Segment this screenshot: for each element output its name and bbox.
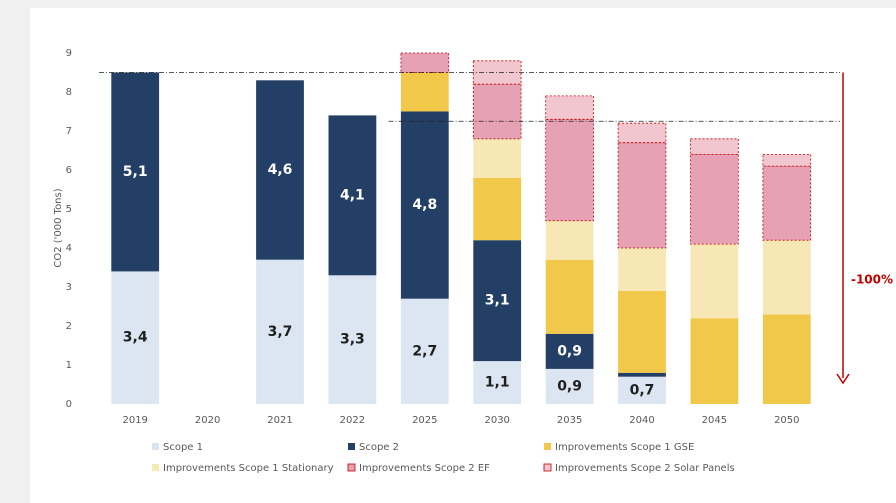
x-tick-label: 2035 xyxy=(557,415,582,426)
legend-label: Improvements Scope 1 Stationary xyxy=(163,463,334,474)
value-label: 0,7 xyxy=(630,382,655,398)
bar-segment xyxy=(473,177,522,241)
value-label: 5,1 xyxy=(123,164,148,180)
bar-segment xyxy=(545,368,594,404)
bar-segment xyxy=(111,72,160,272)
x-tick-label: 2019 xyxy=(122,415,147,426)
bar-segment xyxy=(618,372,666,377)
y-tick-label: 3 xyxy=(66,282,72,293)
bar-segment xyxy=(545,259,594,334)
bar-segment xyxy=(472,60,522,85)
bar-segment xyxy=(328,275,377,404)
y-tick-label: 0 xyxy=(66,399,72,410)
x-tick-label: 2045 xyxy=(702,415,727,426)
y-tick-label: 9 xyxy=(66,48,72,59)
value-label: 4,6 xyxy=(268,162,293,178)
legend-swatch xyxy=(544,443,551,450)
bar-segment xyxy=(256,259,304,404)
x-tick-label: 2050 xyxy=(774,415,799,426)
legend-label: Scope 2 xyxy=(359,442,399,453)
value-label: 2,7 xyxy=(412,343,437,359)
bar-segment xyxy=(617,122,667,144)
bar-segment xyxy=(400,111,449,299)
x-tick-label: 2030 xyxy=(484,415,509,426)
legend-label: Improvements Scope 1 GSE xyxy=(555,442,694,453)
x-tick-label: 2022 xyxy=(340,415,365,426)
bar-segment xyxy=(618,290,666,373)
x-tick-label: 2040 xyxy=(629,415,654,426)
value-label: 1,1 xyxy=(485,375,510,391)
y-tick-label: 5 xyxy=(66,204,72,215)
legend-swatch xyxy=(348,443,355,450)
y-tick-label: 2 xyxy=(66,321,72,332)
bar-segment xyxy=(472,83,522,140)
chart-area xyxy=(30,8,896,503)
arrow-head xyxy=(836,373,850,385)
value-label: 3,1 xyxy=(485,293,510,309)
bar-segment xyxy=(762,153,812,167)
bar-segment xyxy=(690,138,739,155)
bar-segment xyxy=(328,115,377,276)
bar-segment xyxy=(762,165,812,241)
bar-segment xyxy=(545,333,594,369)
value-label: 4,8 xyxy=(412,197,437,213)
bar-segment xyxy=(617,142,667,249)
y-tick-label: 4 xyxy=(66,243,72,254)
bar-segment xyxy=(545,118,594,222)
legend-swatch xyxy=(543,463,552,472)
x-tick-label: 2020 xyxy=(195,415,220,426)
bar-segment xyxy=(473,361,522,404)
bar-segment xyxy=(762,240,811,315)
y-tick-label: 7 xyxy=(66,126,72,137)
bar-segment xyxy=(762,314,811,404)
legend-swatch xyxy=(152,443,159,450)
bar-segment xyxy=(690,153,739,245)
bar-segment xyxy=(545,220,594,260)
value-label: 3,4 xyxy=(123,330,148,346)
y-tick-label: 8 xyxy=(66,87,72,98)
bar-segment xyxy=(400,52,450,73)
annotation: -100% xyxy=(851,273,893,287)
legend-label: Improvements Scope 2 EF xyxy=(359,463,490,474)
bar-segment xyxy=(618,376,666,404)
legend-swatch xyxy=(152,464,159,471)
bar-segment xyxy=(473,138,522,178)
y-tick-label: 6 xyxy=(66,165,72,176)
bar-segment xyxy=(473,240,522,362)
bar-segment xyxy=(400,72,449,112)
x-tick-label: 2025 xyxy=(412,415,437,426)
x-tick-label: 2021 xyxy=(267,415,292,426)
legend-label: Scope 1 xyxy=(163,442,203,453)
value-label: 4,1 xyxy=(340,187,365,203)
bar-segment xyxy=(256,80,304,260)
bar-segment xyxy=(400,298,449,404)
bar-segment xyxy=(545,95,594,120)
value-label: 0,9 xyxy=(557,343,582,359)
value-label: 0,9 xyxy=(557,378,582,394)
legend-swatch xyxy=(347,463,356,472)
bar-segment xyxy=(690,244,739,319)
value-label: 3,7 xyxy=(268,324,293,340)
bar-segment xyxy=(111,271,160,404)
value-label: 3,3 xyxy=(340,332,365,348)
bar-segment xyxy=(690,318,739,404)
bar-segment xyxy=(618,248,666,291)
legend-label: Improvements Scope 2 Solar Panels xyxy=(555,463,735,474)
y-axis-label: CO2 ('000 Tons) xyxy=(53,188,64,267)
y-tick-label: 1 xyxy=(66,360,72,371)
